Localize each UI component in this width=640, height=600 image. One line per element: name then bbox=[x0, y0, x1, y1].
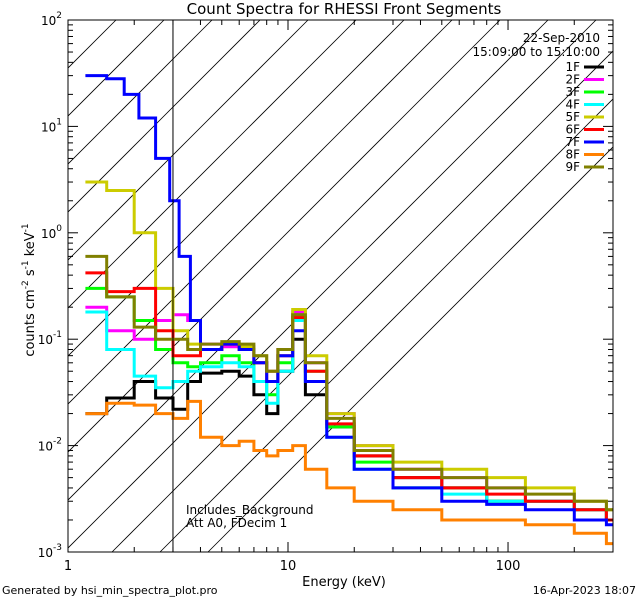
hatch-line bbox=[207, 146, 613, 552]
series-line-6F bbox=[85, 271, 613, 522]
hatch-line bbox=[68, 20, 117, 69]
hatch-line bbox=[68, 20, 453, 405]
legend-label-9F: 9F bbox=[565, 160, 580, 174]
x-axis-ticks: 1 10 100 bbox=[64, 20, 614, 574]
y-label-s: s bbox=[23, 269, 38, 280]
hatch-line bbox=[68, 20, 501, 453]
y-label-kev: keV bbox=[23, 232, 38, 260]
y-axis-ticks: 10-3 10-2 10-1 100 101 102 bbox=[38, 11, 613, 560]
series-line-7F bbox=[85, 74, 613, 527]
y-label-exp2: -1 bbox=[21, 260, 31, 269]
hatched-background-region bbox=[68, 20, 613, 552]
legend-label-5F: 5F bbox=[565, 110, 580, 124]
plot-frame bbox=[67, 19, 614, 553]
y-label-main: counts cm bbox=[23, 289, 38, 356]
hatch-line bbox=[111, 50, 613, 552]
chart-title: Count Spectra for RHESSI Front Segments bbox=[187, 0, 502, 18]
legend-label-1F: 1F bbox=[565, 60, 580, 74]
y-tick-label: 102 bbox=[41, 11, 62, 28]
legend-date: 22-Sep-2010 bbox=[523, 31, 600, 45]
hatch-line bbox=[68, 20, 261, 213]
series-layer bbox=[85, 74, 613, 546]
series-line-3F bbox=[85, 286, 613, 522]
legend-label-7F: 7F bbox=[565, 135, 580, 149]
footer-timestamp: 16-Apr-2023 18:07 bbox=[533, 584, 636, 597]
y-tick-label: 10-2 bbox=[38, 437, 62, 454]
series-line-5F bbox=[85, 180, 613, 512]
y-tick-label: 100 bbox=[41, 224, 62, 241]
hatch-line bbox=[68, 20, 357, 309]
annotation-attenuator: Att A0, FDecim 1 bbox=[186, 516, 287, 530]
y-tick-label: 10-1 bbox=[38, 330, 62, 347]
annotation-background: Includes_Background bbox=[186, 503, 314, 517]
x-tick-label: 100 bbox=[496, 559, 521, 574]
x-tick-label: 1 bbox=[64, 559, 72, 574]
hatch-line bbox=[68, 20, 597, 549]
hatch-line bbox=[68, 20, 309, 261]
x-tick-label: 10 bbox=[280, 559, 297, 574]
y-tick-label: 101 bbox=[41, 117, 62, 134]
x-axis-label: Energy (keV) bbox=[302, 575, 386, 590]
hatch-line bbox=[68, 20, 213, 165]
y-tick-label: 10-3 bbox=[38, 543, 62, 560]
legend-label-6F: 6F bbox=[565, 123, 580, 137]
y-label-exp3: -1 bbox=[21, 223, 31, 232]
hatch-line bbox=[68, 20, 405, 357]
footer-generated-by: Generated by hsi_min_spectra_plot.pro bbox=[2, 584, 218, 597]
hatch-line bbox=[68, 20, 165, 117]
legend-label-4F: 4F bbox=[565, 98, 580, 112]
series-line-9F bbox=[85, 254, 613, 512]
y-axis-label: counts cm-2 s-1 keV-1 bbox=[21, 223, 38, 356]
hatch-line bbox=[68, 20, 69, 21]
legend-label-8F: 8F bbox=[565, 148, 580, 162]
legend-time-range: 15:09:00 to 15:10:00 bbox=[473, 45, 600, 59]
y-label-exp1: -2 bbox=[21, 280, 31, 289]
legend-label-2F: 2F bbox=[565, 73, 580, 87]
hatch-line bbox=[68, 20, 549, 501]
legend-label-3F: 3F bbox=[565, 85, 580, 99]
hatch-line bbox=[159, 98, 613, 552]
